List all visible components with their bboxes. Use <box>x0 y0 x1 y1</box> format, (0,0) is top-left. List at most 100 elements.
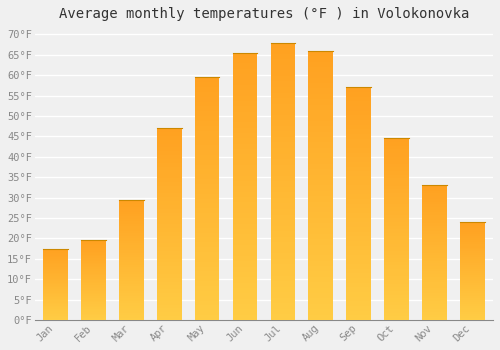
Bar <box>43 303 68 304</box>
Bar <box>157 194 182 197</box>
Bar <box>195 208 220 213</box>
Bar <box>157 205 182 209</box>
Bar <box>384 189 409 193</box>
Bar <box>157 136 182 140</box>
Bar <box>346 148 371 153</box>
Bar <box>346 171 371 176</box>
Bar <box>460 290 484 293</box>
Bar <box>119 274 144 277</box>
Bar <box>195 276 220 281</box>
Bar <box>195 126 220 131</box>
Bar <box>119 303 144 306</box>
Bar <box>81 298 106 299</box>
Bar <box>157 159 182 163</box>
Bar <box>43 294 68 296</box>
Bar <box>43 276 68 277</box>
Bar <box>270 198 295 203</box>
Bar <box>119 298 144 301</box>
Bar <box>43 253 68 254</box>
Bar <box>81 248 106 250</box>
Bar <box>308 132 333 137</box>
Bar <box>460 259 484 261</box>
Bar <box>157 286 182 289</box>
Bar <box>81 291 106 293</box>
Bar <box>460 310 484 312</box>
Bar <box>81 287 106 288</box>
Bar <box>460 240 484 242</box>
Bar <box>81 247 106 248</box>
Bar <box>81 245 106 247</box>
Bar <box>308 250 333 255</box>
Bar <box>384 182 409 186</box>
Bar <box>43 300 68 301</box>
Bar <box>308 223 333 229</box>
Bar <box>119 240 144 243</box>
Bar <box>195 145 220 150</box>
Bar <box>460 269 484 271</box>
Bar <box>270 242 295 248</box>
Bar <box>346 111 371 116</box>
Bar <box>157 274 182 278</box>
Bar <box>81 258 106 259</box>
Bar <box>195 252 220 257</box>
Bar <box>119 202 144 204</box>
Bar <box>460 279 484 281</box>
Bar <box>43 283 68 284</box>
Bar <box>232 101 258 106</box>
Bar <box>460 316 484 318</box>
Bar <box>81 293 106 294</box>
Bar <box>119 315 144 317</box>
Bar <box>119 250 144 253</box>
Bar <box>270 137 295 142</box>
Bar <box>270 87 295 92</box>
Bar <box>157 236 182 239</box>
Bar <box>308 137 333 142</box>
Bar <box>384 258 409 262</box>
Bar <box>195 155 220 160</box>
Bar <box>232 149 258 154</box>
Bar <box>422 247 446 250</box>
Bar <box>43 310 68 312</box>
Bar <box>195 301 220 306</box>
Bar <box>384 149 409 153</box>
Bar <box>346 190 371 194</box>
Bar <box>157 270 182 274</box>
Bar <box>460 289 484 290</box>
Bar <box>195 150 220 155</box>
Bar <box>346 106 371 111</box>
Bar <box>195 237 220 242</box>
Bar <box>232 261 258 266</box>
Bar <box>119 212 144 214</box>
Bar <box>157 178 182 182</box>
Bar <box>308 234 333 239</box>
Bar <box>195 315 220 320</box>
Bar <box>157 216 182 220</box>
Bar <box>232 138 258 143</box>
Bar <box>232 69 258 74</box>
Bar <box>195 218 220 223</box>
Bar <box>119 281 144 284</box>
Bar <box>460 253 484 256</box>
Bar <box>270 270 295 275</box>
Bar <box>460 263 484 265</box>
Bar <box>308 207 333 212</box>
Bar <box>460 302 484 304</box>
Bar <box>422 191 446 194</box>
Bar <box>157 262 182 266</box>
Bar <box>422 315 446 317</box>
Bar <box>384 164 409 168</box>
Bar <box>308 191 333 196</box>
Bar <box>43 290 68 292</box>
Bar <box>119 279 144 281</box>
Bar <box>460 238 484 240</box>
Bar <box>460 308 484 310</box>
Bar <box>43 293 68 294</box>
Bar <box>346 88 371 92</box>
Bar <box>460 277 484 279</box>
Bar <box>157 255 182 259</box>
Bar <box>232 74 258 79</box>
Bar <box>43 299 68 300</box>
Bar <box>308 148 333 153</box>
Bar <box>346 218 371 222</box>
Bar <box>232 154 258 160</box>
